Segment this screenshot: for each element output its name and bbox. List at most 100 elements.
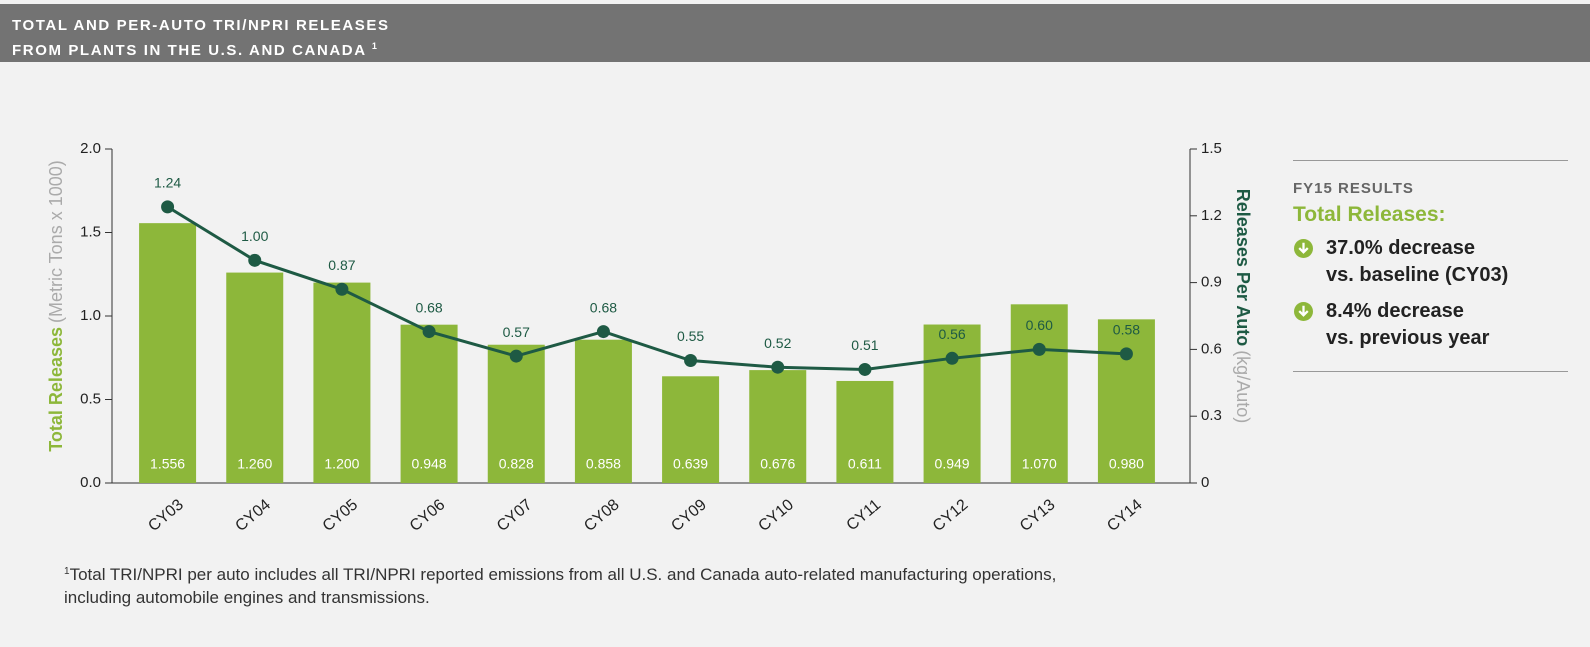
x-tick-label: CY12 [930,496,972,535]
bar [574,339,632,483]
bar-value-label: 0.611 [848,456,882,472]
line-point [248,253,262,267]
y-tick-label: 0.0 [80,474,101,491]
results-heading: FY15 RESULTS [1293,180,1414,197]
bar [749,370,807,483]
header: TOTAL AND PER-AUTO TRI/NPRI RELEASES FRO… [0,4,1590,62]
line-point [596,325,610,339]
line-value-label: 0.68 [415,299,442,315]
x-tick-label: CY06 [407,496,449,535]
footnote-line: including automobile engines and transmi… [64,588,430,607]
y-axis-label: Total Releases (Metric Tons x 1000) [46,160,66,451]
bar [139,223,197,483]
line-point [1119,347,1133,361]
line-point [858,362,872,376]
y2-tick-label: 0 [1201,474,1209,491]
bar-value-label: 0.828 [499,456,534,472]
line-point [161,200,175,214]
bar-value-label: 0.980 [1109,456,1144,472]
line-point [509,349,523,363]
y-tick-label: 2.0 [80,140,101,157]
x-tick-label: CY10 [755,496,797,535]
y-tick-label: 0.5 [80,390,101,407]
line-value-label: 0.56 [938,326,965,342]
bar [487,344,545,483]
results-panel: FY15 RESULTS Total Releases: 37.0% decre… [1293,160,1568,372]
footnote-text: Total TRI/NPRI per auto includes all TRI… [69,565,1057,584]
line-value-label: 0.60 [1026,317,1053,333]
bar-value-label: 0.676 [760,456,795,472]
bar-value-label: 1.556 [150,456,185,472]
note-marker: 1 [371,41,379,51]
bar-value-label: 0.639 [673,456,708,472]
result-item: 8.4% decrease vs. previous year [1293,298,1568,352]
y2-axis-label: Releases Per Auto (kg/Auto) [1233,189,1253,423]
line-point [422,325,436,339]
bar-value-label: 1.260 [237,456,272,472]
footnote-line: 1Total TRI/NPRI per auto includes all TR… [64,560,1056,586]
bar-value-label: 0.948 [412,456,447,472]
bar-value-label: 1.070 [1022,456,1057,472]
line-value-label: 0.87 [328,257,355,273]
title-line: FROM PLANTS IN THE U.S. AND CANADA 1 [12,36,1578,61]
y2-tick-label: 1.2 [1201,207,1222,224]
x-tick-label: CY14 [1104,496,1146,535]
line-value-label: 0.51 [851,337,878,353]
bar [1010,304,1068,483]
x-tick-label: CY09 [668,496,710,535]
y2-label-unit: (kg/Auto) [1233,350,1253,423]
results-subheading: Total Releases: [1293,203,1446,226]
y2-tick-label: 0.9 [1201,274,1222,291]
result-item: 37.0% decrease vs. baseline (CY03) [1293,235,1568,289]
line-point [335,282,349,296]
bar [226,272,284,483]
bar [1097,319,1155,483]
chart: 0.0 0.5 1.0 1.5 2.0 0 0.3 0.6 0.9 1.2 1.5 Total Rel… [46,140,1254,535]
y-label-main: Total Releases [46,327,66,452]
x-tick-label: CY13 [1017,496,1059,535]
result-line: vs. baseline (CY03) [1326,264,1509,286]
line-point [684,354,698,368]
x-tick-label: CY08 [581,496,623,535]
bar-value-label: 1.200 [324,456,359,472]
line-value-label: 0.55 [677,328,704,344]
line-value-label: 1.24 [154,175,181,191]
bar [836,380,894,483]
bar-value-label: 0.949 [935,456,970,472]
line-value-label: 0.68 [590,299,617,315]
y-label-unit: (Metric Tons x 1000) [46,160,66,323]
x-tick-label: CY11 [844,496,885,534]
y2-tick-label: 0.6 [1201,340,1222,357]
y-tick-label: 1.5 [80,223,101,240]
line-point [945,351,959,365]
bar [662,376,720,483]
result-line: 37.0% decrease [1326,237,1476,259]
bar [923,324,981,483]
y2-tick-label: 1.5 [1201,140,1222,157]
x-tick-label: CY04 [232,496,274,535]
footnote: 1Total TRI/NPRI per auto includes all TR… [64,560,1056,609]
y2-label-main: Releases Per Auto [1233,189,1253,346]
line-value-label: 0.57 [503,324,530,340]
footnote-marker: 1 [64,566,70,577]
y2-tick-label: 0.3 [1201,407,1222,424]
x-tick-label: CY05 [320,496,362,535]
result-line: vs. previous year [1326,327,1490,349]
bar-value-label: 0.858 [586,456,621,472]
line-point [771,360,785,374]
line-point [1032,342,1046,356]
line-value-label: 0.58 [1113,322,1140,338]
x-tick-label: CY07 [494,496,536,535]
y-tick-label: 1.0 [80,307,101,324]
title-text: FROM PLANTS IN THE U.S. AND CANADA [12,42,367,59]
x-tick-label: CY03 [145,496,187,535]
down-icon [1294,239,1313,258]
line-value-label: 0.52 [764,335,791,351]
line [166,205,1127,371]
bar [400,324,458,483]
title-line: TOTAL AND PER-AUTO TRI/NPRI RELEASES [12,17,390,34]
down-icon [1294,302,1313,321]
result-line: 8.4% decrease [1326,300,1464,322]
line-value-label: 1.00 [241,228,268,244]
